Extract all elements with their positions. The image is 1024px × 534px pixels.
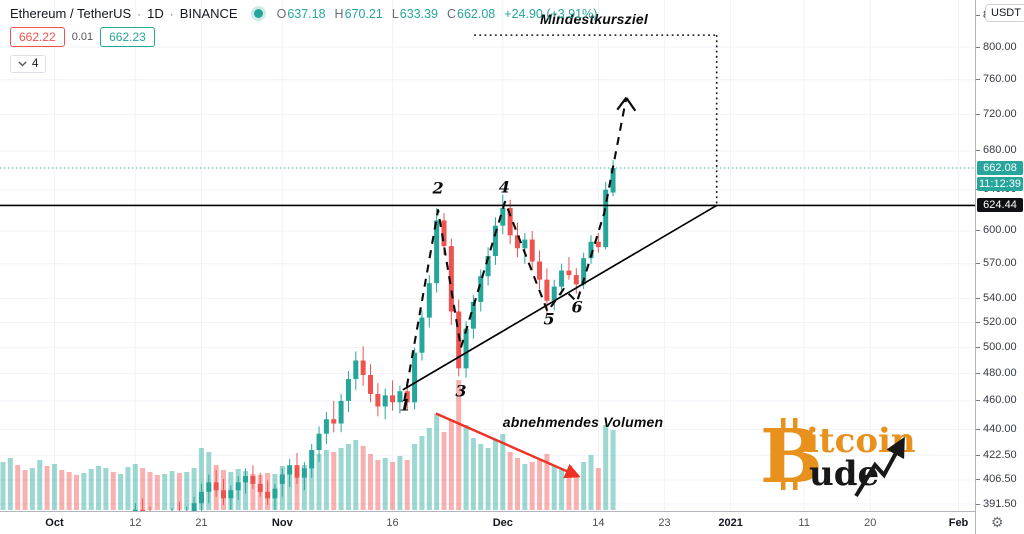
symbol-row: Ethereum / TetherUS · 1D · BINANCE O 637.… (10, 6, 597, 21)
sell-price-button[interactable]: 662.22 (10, 27, 65, 47)
logo-letter-b: B (760, 414, 823, 500)
price-tick-label: 422.50 (976, 448, 1017, 461)
volume-note-label: abnehmendes Volumen (502, 414, 664, 430)
settings-gear-icon[interactable]: ⚙ (991, 514, 1004, 530)
time-tick-label: Dec (492, 517, 513, 529)
separator: · (169, 6, 174, 21)
symbol-title[interactable]: Ethereum / TetherUS (10, 6, 132, 21)
price-tick-label: 760.00 (976, 73, 1017, 86)
time-tick-label: Feb (948, 517, 969, 529)
change-readout: +24.90 (+3.91%) (504, 6, 598, 21)
currency-toggle[interactable]: USDT (985, 4, 1024, 22)
price-tick-label: 406.50 (976, 473, 1017, 486)
bitcoin-prong (781, 418, 786, 428)
price-tick-label: 680.00 (976, 144, 1017, 157)
bitcoin-prong (793, 481, 798, 490)
volume-layer (0, 380, 616, 510)
candles-layer (132, 160, 616, 511)
bitcoin-prong (781, 481, 786, 490)
time-tick-label: 23 (658, 517, 671, 529)
target-label: Mindestkursziel (539, 11, 649, 27)
time-tick-label: 14 (592, 517, 605, 529)
quote-row: 662.22 0.01 662.23 (10, 27, 597, 47)
price-tick-label: 391.50 (976, 497, 1017, 510)
time-tick-label: Nov (271, 517, 293, 529)
current-price-badge: 662.08 (977, 161, 1023, 175)
target-box (474, 34, 718, 206)
wave-label: 4 (498, 177, 510, 197)
chart-pane[interactable] (0, 0, 975, 511)
price-tick-label: 440.00 (976, 422, 1017, 435)
logo-up-arrow (854, 436, 905, 498)
chart-header: Ethereum / TetherUS · 1D · BINANCE O 637.… (10, 6, 597, 73)
interval-label[interactable]: 1D (147, 6, 164, 21)
wave-label: 2 (432, 178, 444, 198)
price-tick-label: 720.00 (976, 107, 1017, 120)
exchange-label[interactable]: BINANCE (179, 6, 238, 21)
countdown-badge: 11:12:39 (977, 176, 1023, 191)
spread-label: 0.01 (71, 31, 94, 43)
bitcoin-prong (793, 418, 798, 428)
time-tick-label: 16 (386, 517, 399, 529)
buy-price-button[interactable]: 662.23 (100, 27, 155, 47)
time-tick-label: 11 (798, 517, 810, 529)
wave-label: 6 (571, 297, 583, 317)
price-tick-label: 570.00 (976, 257, 1017, 270)
wave-label: 3 (455, 381, 467, 401)
wave-path (403, 97, 637, 402)
price-tick-label: 480.00 (976, 367, 1017, 380)
volume-trend-arrow (435, 412, 581, 479)
trendline (402, 204, 718, 391)
separator: · (137, 6, 142, 21)
time-tick-label: 21 (195, 517, 208, 529)
bitcoin-bude-logo: B itcoin ude (760, 414, 916, 500)
time-tick-label: 12 (129, 517, 142, 529)
market-status-icon[interactable] (253, 9, 263, 18)
grid-layer (0, 0, 975, 511)
time-tick-label: 2021 (718, 517, 743, 529)
price-tick-label: 600.00 (976, 224, 1017, 237)
price-axis[interactable]: USDT 662.08 11:12:39 624.44 ⚙ 840.00800.… (975, 0, 1024, 534)
line-price-badge: 624.44 (977, 198, 1023, 213)
price-tick-label: 500.00 (976, 341, 1017, 354)
bar-count-button[interactable]: 4 (10, 55, 47, 73)
wave-label: 1 (399, 395, 411, 415)
price-tick-label: 800.00 (976, 40, 1017, 53)
time-tick-label: 20 (864, 517, 877, 529)
ohlc-readout: O 637.18 H 670.21 L 633.39 C 662.08 +24.90 (… (276, 6, 598, 21)
price-tick-label: 460.00 (976, 394, 1017, 407)
time-axis[interactable]: Oct 12 21 Nov 16 Dec 14 23 2021 11 20 Feb (0, 511, 975, 534)
price-tick-label: 540.00 (976, 291, 1017, 304)
chevron-down-icon (18, 61, 27, 67)
price-tick-label: 520.00 (976, 315, 1017, 328)
wave-label: 5 (543, 309, 555, 329)
time-tick-label: Oct (45, 517, 64, 529)
